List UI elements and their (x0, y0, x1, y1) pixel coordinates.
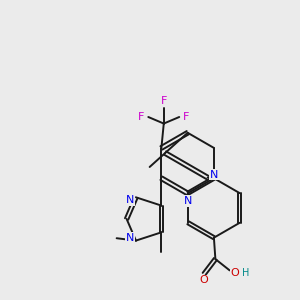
Text: O: O (199, 275, 208, 286)
Text: N: N (126, 195, 134, 205)
Text: N: N (210, 169, 218, 180)
Text: N: N (126, 233, 134, 243)
Text: F: F (160, 96, 167, 106)
Text: N: N (184, 196, 192, 206)
Text: H: H (242, 268, 250, 278)
Text: F: F (183, 112, 189, 122)
Text: O: O (231, 268, 239, 278)
Text: F: F (138, 112, 145, 122)
